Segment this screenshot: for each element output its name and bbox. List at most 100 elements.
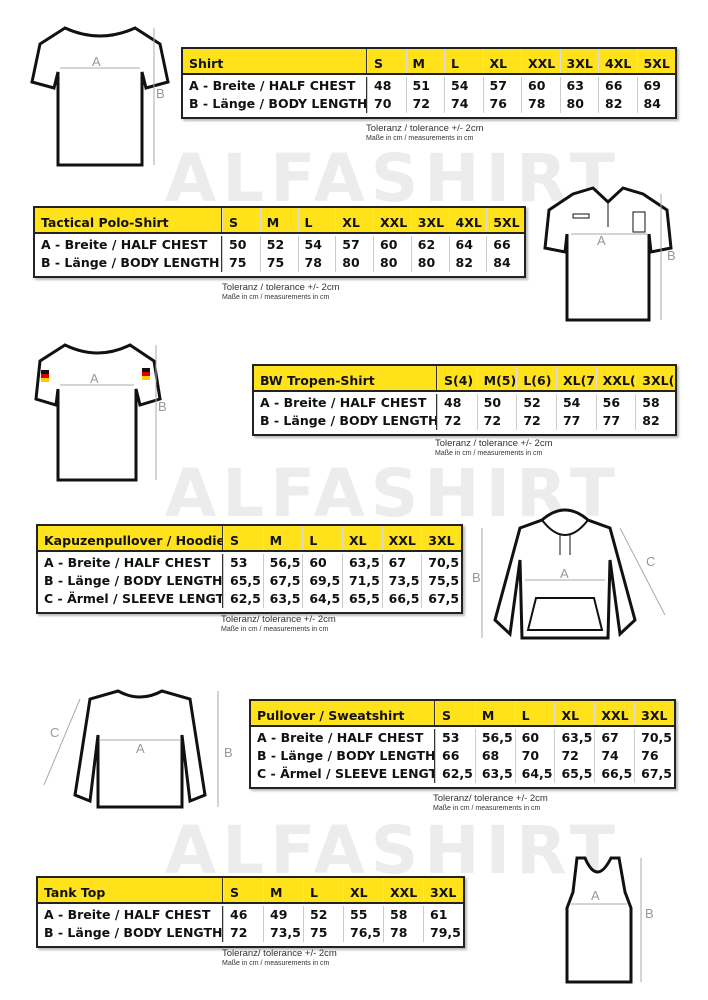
tolerance-note: Toleranz/ tolerance +/- 2cm Maße in cm / … [222, 948, 337, 967]
row-label: A - Breite / HALF CHEST [38, 554, 223, 572]
measurement-unit-text: Maße in cm / measurements in cm [366, 135, 474, 142]
tolerance-text: Toleranz/ tolerance +/- 2cm [433, 793, 548, 804]
table-row: A - Breite / HALF CHEST 46 49 52 55 58 61 [38, 906, 463, 924]
dimension-a-label: A [90, 371, 99, 386]
table-header-row: Kapuzenpullover / Hoodie S M L XL XXL 3XL [38, 526, 461, 552]
measurement-cell: 64,5 [514, 765, 555, 783]
dimension-b-label: B [472, 570, 481, 585]
measurement-cell: 61 [423, 906, 463, 924]
tolerance-text: Toleranz/ tolerance +/- 2cm [222, 948, 337, 959]
size-header: L [444, 49, 483, 73]
measurement-cell: 72 [405, 95, 445, 113]
measurement-cell: 56 [595, 394, 636, 412]
measurement-cell: 63,5 [554, 729, 594, 747]
measurement-cell: 63,5 [262, 590, 303, 608]
measurement-cell: 73,5 [263, 924, 303, 942]
hoodie-icon: A B C [472, 508, 666, 640]
size-header: 5XL [486, 208, 524, 232]
size-header: S(4) [437, 366, 477, 390]
measurement-cell: 84 [486, 254, 524, 272]
table-row: B - Länge / BODY LENGTH 75 75 78 80 80 80 82 84 [35, 254, 524, 272]
size-header: S [223, 526, 263, 550]
measurement-cell: 67,5 [262, 572, 303, 590]
size-header: 3XL [634, 701, 674, 725]
measurement-cell: 63 [559, 77, 599, 95]
dimension-b-label: B [158, 399, 167, 414]
size-header: XXL [373, 208, 411, 232]
size-header: XL(7) [555, 366, 596, 390]
measurement-cell: 75 [222, 254, 260, 272]
measurement-cell: 82 [448, 254, 487, 272]
table-title: Tactical Polo-Shirt [35, 208, 222, 232]
measurement-cell: 80 [373, 254, 411, 272]
table-row: C - Ärmel / SLEEVE LENGTH 62,5 63,5 64,5 65,… [251, 765, 674, 783]
measurement-cell: 64 [448, 236, 487, 254]
measurement-cell: 62,5 [435, 765, 475, 783]
measurement-cell: 70,5 [421, 554, 461, 572]
dimension-c-label: C [50, 725, 59, 740]
measurement-cell: 66,5 [381, 590, 422, 608]
measurement-cell: 80 [559, 95, 599, 113]
row-label: B - Länge / BODY LENGTH [38, 924, 223, 942]
measurement-cell: 66 [598, 77, 637, 95]
dimension-b-label: B [156, 86, 165, 101]
measurement-cell: 75 [303, 924, 343, 942]
hoodie-illustration: A B C [470, 500, 670, 649]
measurement-cell: 57 [482, 77, 522, 95]
measurement-cell: 54 [555, 394, 596, 412]
measurement-cell: 52 [516, 394, 556, 412]
table-row: A - Breite / HALF CHEST 53 56,5 60 63,5 67 70,… [251, 729, 674, 747]
size-header: 5XL [636, 49, 676, 73]
size-table-tactical-polo: Tactical Polo-Shirt S M L XL XXL 3XL 4XL 5XL A - … [33, 206, 526, 278]
table-row: B - Länge / BODY LENGTH 66 68 70 72 74 76 [251, 747, 674, 765]
table-header-row: BW Tropen-ShirtS(4)M(5)L(6)XL(7)XXL(8)3X… [254, 366, 675, 392]
measurement-cell: 58 [635, 394, 675, 412]
table-row: B - Länge / BODY LENGTH 72 73,5 75 76,5 78 79,… [38, 924, 463, 942]
measurement-cell: 72 [223, 924, 263, 942]
measurement-cell: 75 [259, 254, 298, 272]
table-row: B - Länge / BODY LENGTH 70 72 74 76 78 80 82 84 [183, 95, 675, 113]
measurement-cell: 60 [521, 77, 560, 95]
measurement-cell: 66,5 [594, 765, 634, 783]
size-header: S [223, 878, 263, 902]
measurement-cell: 56,5 [474, 729, 515, 747]
size-header: M [263, 878, 303, 902]
size-header: XXL [594, 701, 634, 725]
table-title: Shirt [183, 49, 367, 73]
sweatshirt-icon: A B C [43, 689, 233, 809]
measurement-cell: 56,5 [262, 554, 303, 572]
measurement-cell: 65,5 [341, 590, 382, 608]
measurement-unit-text: Maße in cm / measurements in cm [433, 805, 541, 812]
measurement-cell: 75,5 [421, 572, 461, 590]
tshirt-flag-icon: A B [34, 343, 167, 482]
measurement-cell: 70 [514, 747, 555, 765]
tshirt-illustration: A B [30, 20, 170, 174]
size-header: XL [343, 878, 383, 902]
polo-shirt-icon: A B [543, 186, 676, 322]
row-label: B - Länge / BODY LENGTH [38, 572, 223, 590]
size-header: L [297, 208, 336, 232]
measurement-cell: 62,5 [223, 590, 263, 608]
size-header: S [435, 701, 475, 725]
measurement-cell: 63,5 [474, 765, 515, 783]
size-header: XXL [381, 526, 422, 550]
bw-tropen-shirt-illustration: A B [30, 337, 180, 491]
measurement-cell: 53 [435, 729, 475, 747]
measurement-cell: 69,5 [302, 572, 342, 590]
size-header: XXL [521, 49, 560, 73]
row-label: A - Breite / HALF CHEST [254, 394, 437, 412]
tolerance-note: Toleranz / tolerance +/- 2cm Maße in cm /… [435, 438, 552, 457]
dimension-c-label: C [646, 554, 655, 569]
measurement-cell: 68 [474, 747, 515, 765]
row-label: A - Breite / HALF CHEST [38, 906, 223, 924]
measurement-cell: 80 [335, 254, 373, 272]
tank-top-icon: A B [565, 856, 654, 984]
table-header-row: Shirt S M L XL XXL 3XL 4XL 5XL [183, 49, 675, 75]
measurement-cell: 78 [521, 95, 560, 113]
tolerance-note: Toleranz/ tolerance +/- 2cm Maße in cm / … [221, 614, 336, 633]
measurement-unit-text: Maße in cm / measurements in cm [435, 450, 543, 457]
measurement-cell: 69 [636, 77, 676, 95]
size-header: XL [341, 526, 382, 550]
measurement-cell: 60 [514, 729, 555, 747]
measurement-cell: 48 [367, 77, 406, 95]
